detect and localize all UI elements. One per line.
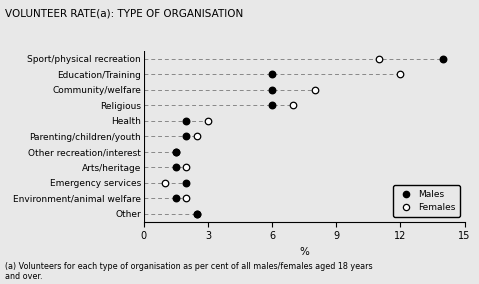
Point xyxy=(290,103,297,108)
Point xyxy=(172,165,180,170)
Point xyxy=(194,212,201,216)
Text: (a) Volunteers for each type of organisation as per cent of all males/females ag: (a) Volunteers for each type of organisa… xyxy=(5,262,372,281)
Point xyxy=(182,165,190,170)
Legend: Males, Females: Males, Females xyxy=(393,185,460,217)
Point xyxy=(268,87,276,92)
Point xyxy=(204,118,212,123)
Point xyxy=(311,87,319,92)
Point xyxy=(182,196,190,201)
Point xyxy=(194,134,201,139)
Point xyxy=(182,181,190,185)
Point xyxy=(172,150,180,154)
Point xyxy=(268,103,276,108)
Point xyxy=(172,150,180,154)
X-axis label: %: % xyxy=(299,247,309,257)
Point xyxy=(439,57,447,61)
Point xyxy=(161,181,169,185)
Point xyxy=(182,134,190,139)
Point xyxy=(397,72,404,77)
Point xyxy=(268,72,276,77)
Point xyxy=(194,212,201,216)
Point xyxy=(375,57,383,61)
Point xyxy=(172,196,180,201)
Text: VOLUNTEER RATE(a): TYPE OF ORGANISATION: VOLUNTEER RATE(a): TYPE OF ORGANISATION xyxy=(5,9,243,18)
Point xyxy=(182,118,190,123)
